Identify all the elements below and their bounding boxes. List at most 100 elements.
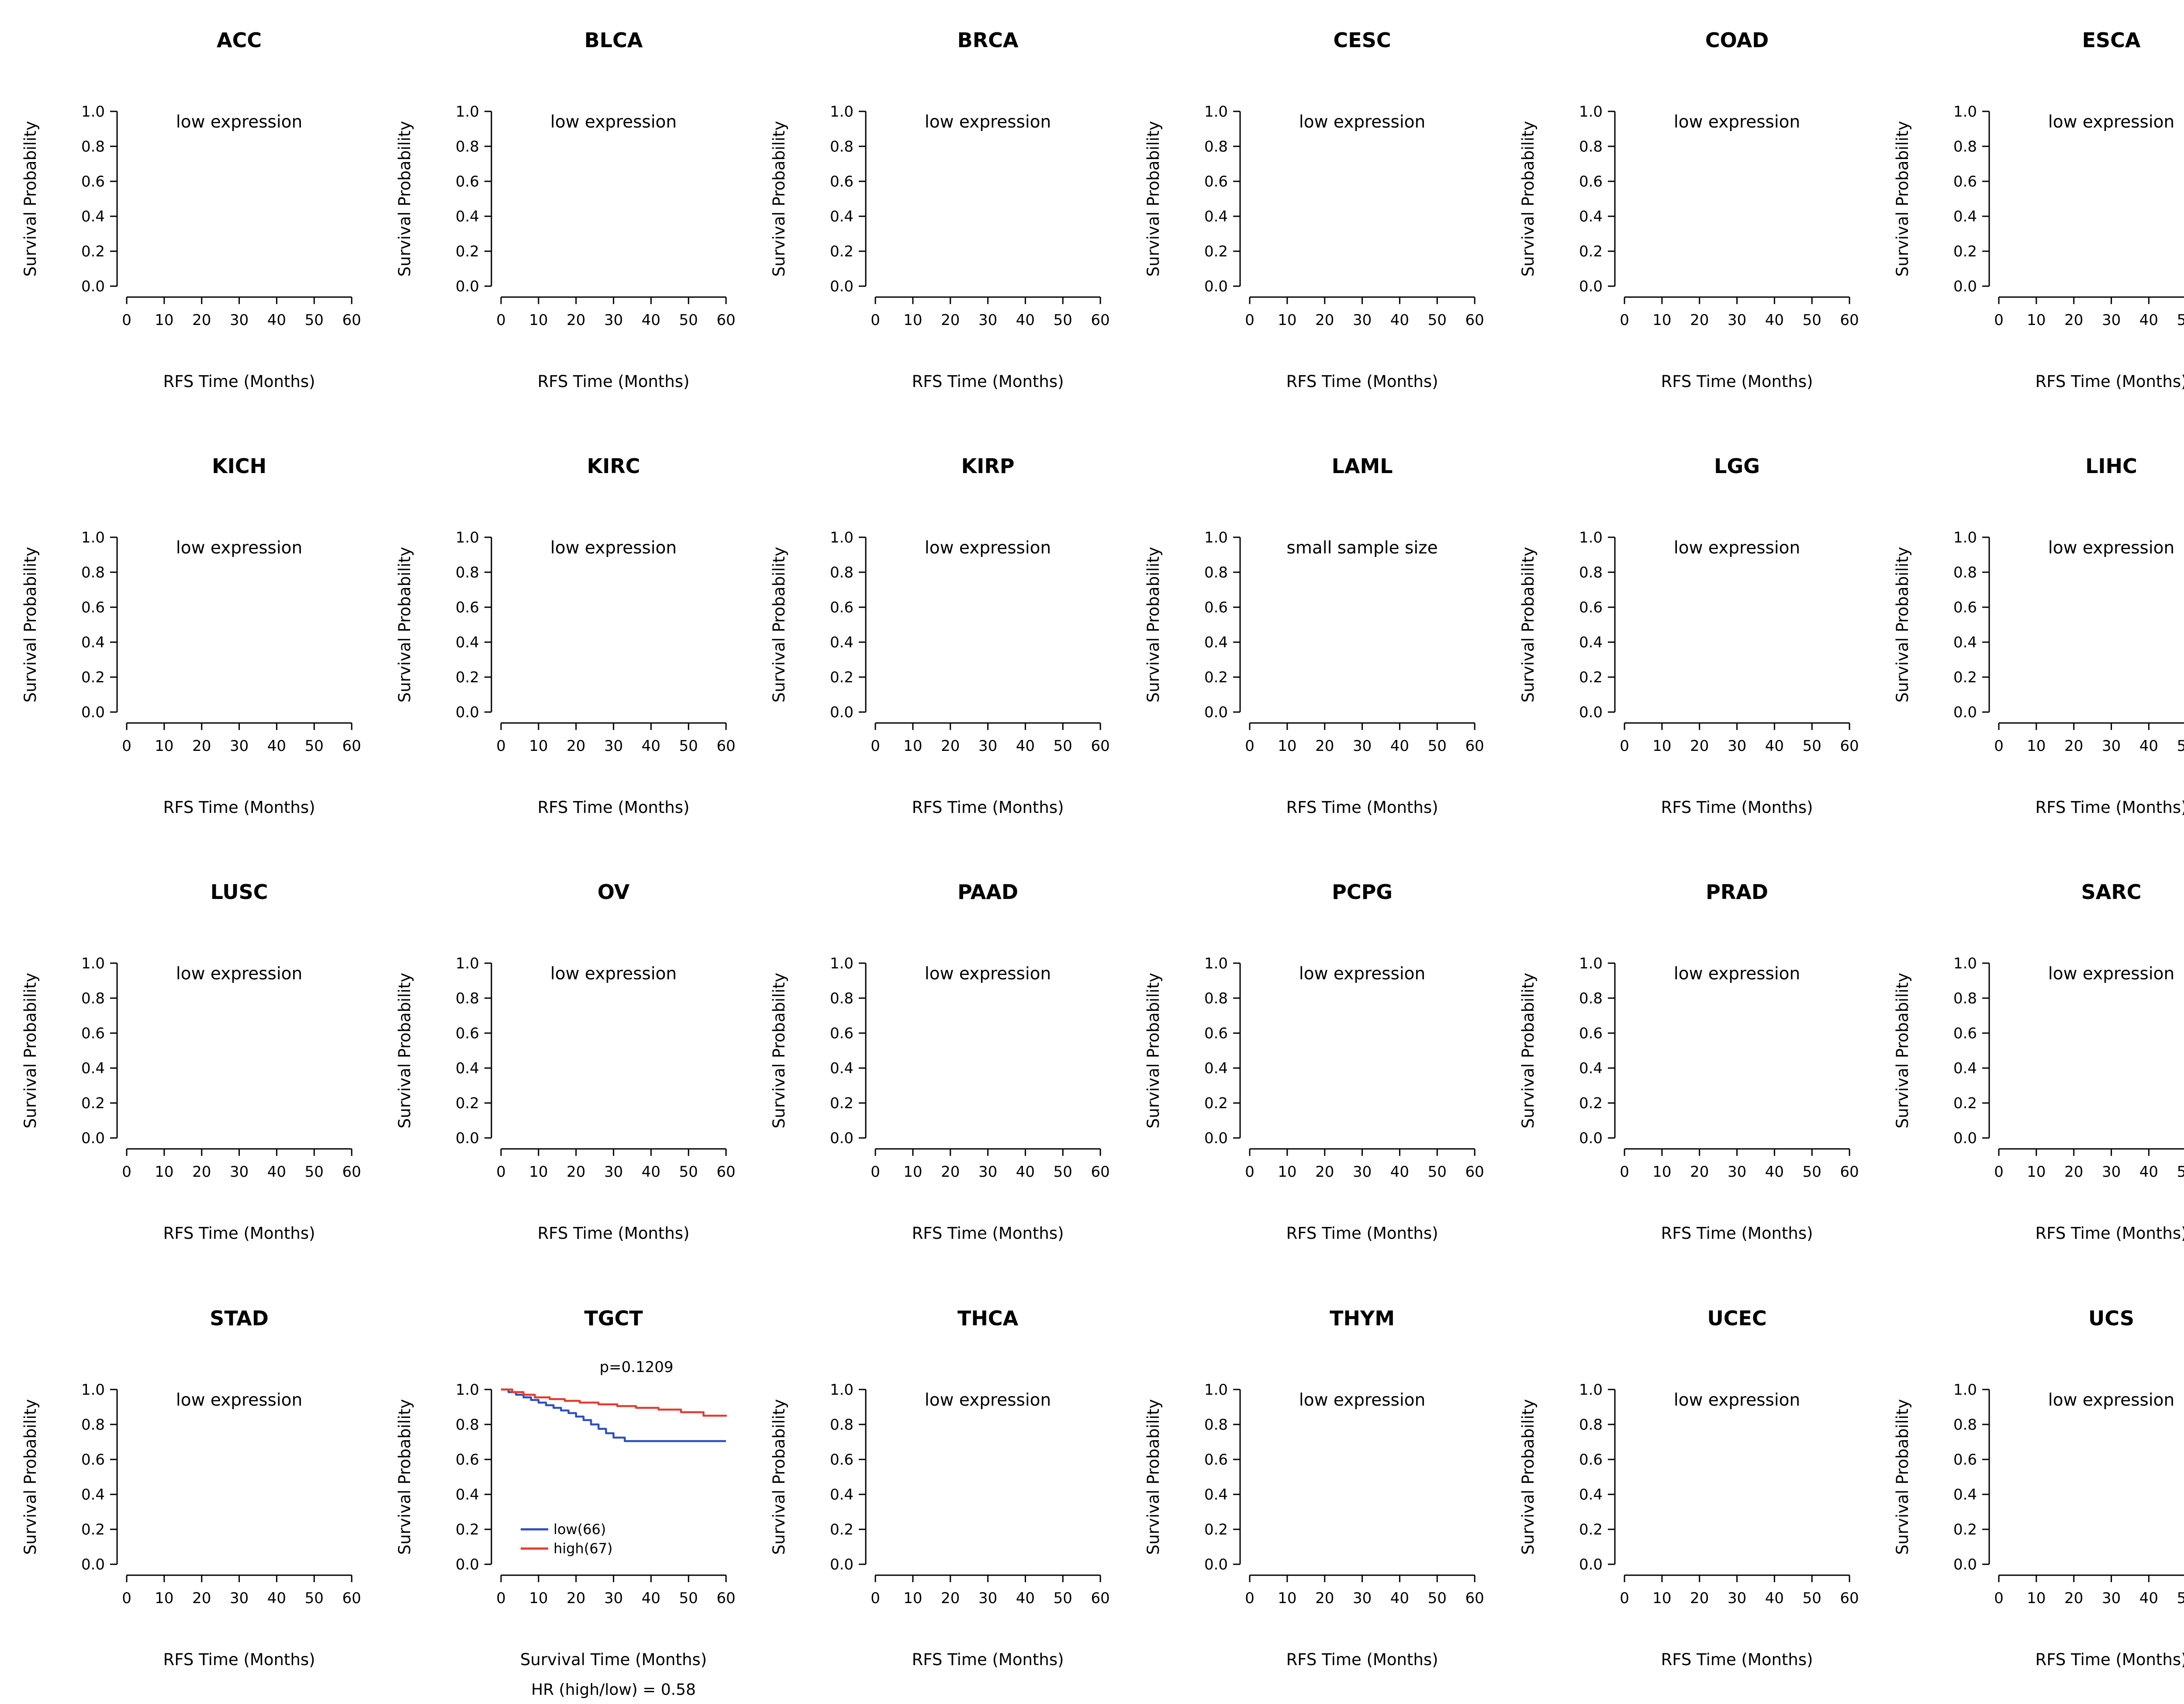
panel-KIRC: KIRC Survival Probability 0.0 0.2 0.4 0.6 0.8 1… — [374, 426, 749, 852]
x-tick-label: 0 — [1245, 1163, 1255, 1181]
y-tick-label: 0.8 — [81, 564, 105, 581]
x-tick-label: 40 — [1016, 1163, 1035, 1181]
y-tick-label: 0.0 — [456, 278, 479, 295]
y-tick-label: 0.0 — [830, 1556, 854, 1573]
y-tick-label: 0.6 — [1579, 1451, 1603, 1469]
x-tick-label: 10 — [155, 1590, 173, 1607]
panel-title: STAD — [210, 1307, 269, 1330]
y-tick-label: 1.0 — [1953, 103, 1977, 121]
y-tick-label: 0.0 — [1579, 704, 1603, 721]
panel-plot-TGCT: TGCT Survival Probability 0.0 0.2 0.4 0.6 0.8 1… — [395, 1307, 736, 1699]
y-tick-label: 0.6 — [1953, 1025, 1977, 1042]
y-tick-label: 0.2 — [1204, 243, 1228, 260]
panel-title: LAML — [1332, 454, 1393, 478]
panel-title: CESC — [1334, 28, 1391, 52]
panel-THCA: THCA Survival Probability 0.0 0.2 0.4 0.6 0.8 1… — [749, 1278, 1123, 1704]
x-tick-label: 40 — [1765, 1163, 1783, 1181]
x-tick-label: 50 — [1428, 1590, 1447, 1607]
x-tick-label: 0 — [871, 1590, 881, 1607]
y-tick-label: 0.2 — [81, 1095, 105, 1112]
y-tick-label: 0.8 — [1579, 564, 1603, 581]
panel-plot-CESC: CESC Survival Probability 0.0 0.2 0.4 0.6 0.8 1… — [1144, 28, 1484, 391]
y-tick-label: 0.6 — [1579, 1025, 1603, 1042]
x-tick-label: 50 — [1802, 1163, 1821, 1181]
x-tick-label: 40 — [2139, 311, 2158, 329]
x-tick-label: 0 — [122, 737, 131, 755]
panel-note: low expression — [550, 964, 677, 984]
x-tick-label: 0 — [1994, 1163, 2004, 1181]
y-tick-label: 0.6 — [1204, 1451, 1228, 1469]
x-tick-label: 40 — [1765, 311, 1783, 329]
panel-plot-UCEC: UCEC Survival Probability 0.0 0.2 0.4 0.6 0.8 1… — [1519, 1307, 1859, 1669]
y-tick-label: 0.8 — [456, 1416, 479, 1434]
panel-plot-THYM: THYM Survival Probability 0.0 0.2 0.4 0.6 0.8 1… — [1144, 1307, 1484, 1669]
x-tick-label: 20 — [567, 737, 585, 755]
panel-title: KICH — [212, 454, 266, 478]
y-tick-label: 0.6 — [1953, 173, 1977, 190]
panel-note: low expression — [1673, 538, 1800, 558]
x-tick-label: 50 — [305, 737, 324, 755]
y-tick-label: 0.0 — [1204, 1130, 1228, 1147]
y-tick-label: 0.8 — [1204, 1416, 1228, 1434]
y-tick-label: 0.0 — [1579, 1556, 1603, 1573]
panel-note: low expression — [925, 1390, 1051, 1410]
x-tick-label: 50 — [305, 1590, 324, 1607]
x-tick-label: 30 — [978, 737, 997, 755]
x-axis-label: RFS Time (Months) — [163, 1224, 315, 1243]
y-tick-label: 1.0 — [81, 1381, 105, 1399]
x-tick-label: 0 — [122, 311, 131, 329]
y-tick-label: 0.4 — [830, 1486, 854, 1504]
x-tick-label: 30 — [1353, 1163, 1372, 1181]
x-tick-label: 0 — [1620, 1590, 1629, 1607]
x-axis-label: RFS Time (Months) — [163, 798, 315, 817]
x-tick-label: 10 — [904, 1163, 923, 1181]
panel-title: ESCA — [2082, 28, 2140, 52]
x-tick-label: 0 — [871, 1163, 881, 1181]
y-tick-label: 0.2 — [456, 669, 479, 686]
panel-title: ACC — [217, 28, 262, 52]
y-tick-label: 0.2 — [830, 669, 854, 686]
y-axis-label: Survival Probability — [1893, 973, 1912, 1129]
panel-note: low expression — [2048, 538, 2174, 558]
x-tick-label: 60 — [1840, 1163, 1859, 1181]
panel-note: low expression — [176, 964, 302, 984]
panel-title: TGCT — [584, 1307, 643, 1330]
x-axis-label: RFS Time (Months) — [912, 1650, 1064, 1669]
y-tick-label: 0.6 — [456, 1025, 479, 1042]
x-tick-label: 20 — [2064, 1163, 2083, 1181]
y-tick-label: 0.6 — [456, 173, 479, 190]
panel-plot-PRAD: PRAD Survival Probability 0.0 0.2 0.4 0.6 0.8 1… — [1519, 880, 1859, 1243]
km-curve-high(67) — [501, 1388, 727, 1417]
y-tick-label: 0.8 — [81, 990, 105, 1007]
x-axis-label: RFS Time (Months) — [163, 372, 315, 391]
x-tick-label: 50 — [305, 311, 324, 329]
x-axis-label: RFS Time (Months) — [2035, 1224, 2184, 1243]
x-tick-label: 10 — [1652, 1163, 1671, 1181]
x-tick-label: 10 — [2027, 1590, 2046, 1607]
x-tick-label: 10 — [529, 1163, 548, 1181]
x-tick-label: 10 — [1278, 737, 1297, 755]
y-tick-label: 0.6 — [81, 1451, 105, 1469]
x-tick-label: 30 — [978, 311, 997, 329]
panel-title: PRAD — [1706, 880, 1768, 904]
x-tick-label: 50 — [1428, 311, 1447, 329]
y-axis-label: Survival Probability — [21, 121, 40, 277]
x-tick-label: 0 — [496, 1590, 506, 1607]
x-tick-label: 50 — [1428, 1163, 1447, 1181]
x-tick-label: 0 — [496, 1163, 506, 1181]
y-tick-label: 0.2 — [1579, 1095, 1603, 1112]
y-axis-label: Survival Probability — [1519, 121, 1538, 277]
y-axis-label: Survival Probability — [21, 973, 40, 1129]
y-tick-label: 0.8 — [1204, 138, 1228, 156]
y-tick-label: 0.8 — [1204, 564, 1228, 581]
panel-plot-ESCA: ESCA Survival Probability 0.0 0.2 0.4 0.6 0.8 1… — [1893, 28, 2184, 391]
x-tick-label: 0 — [1994, 311, 2004, 329]
hr-footer: HR (high/low) = 0.58 — [531, 1681, 696, 1699]
y-tick-label: 0.8 — [830, 1416, 854, 1434]
panel-title: KIRC — [587, 454, 640, 478]
panel-LUSC: LUSC Survival Probability 0.0 0.2 0.4 0.6 0.8 1… — [0, 852, 374, 1278]
x-axis-label: RFS Time (Months) — [1286, 798, 1438, 817]
x-tick-label: 0 — [1994, 1590, 2004, 1607]
y-tick-label: 0.2 — [1579, 243, 1603, 260]
y-tick-label: 0.6 — [81, 173, 105, 190]
